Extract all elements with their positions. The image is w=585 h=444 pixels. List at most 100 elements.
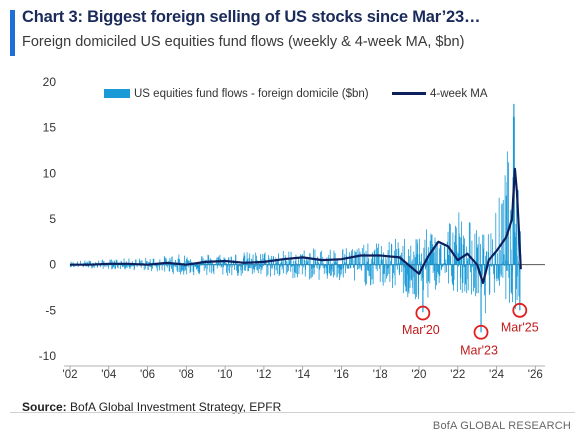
weekly-flow-bar [363, 264, 365, 266]
weekly-flow-bar [156, 264, 158, 272]
weekly-flow-bar [476, 264, 478, 294]
weekly-flow-bar [496, 264, 498, 282]
weekly-flow-bar [135, 259, 137, 265]
weekly-flow-bar [296, 263, 298, 265]
weekly-flow-bar [508, 264, 510, 278]
source-label: Source: [22, 400, 67, 414]
weekly-flow-bar [439, 264, 441, 276]
weekly-flow-bar [458, 264, 459, 267]
weekly-flow-bar [418, 264, 420, 266]
weekly-flow-bar [490, 264, 491, 266]
weekly-flow-bar [359, 264, 361, 269]
weekly-flow-bar [84, 260, 86, 265]
weekly-flow-bar [451, 264, 452, 276]
weekly-flow-bar [123, 258, 125, 265]
weekly-flow-bar [177, 258, 179, 265]
weekly-flow-bar [320, 263, 322, 265]
weekly-flow-bar [505, 260, 506, 265]
weekly-flow-bar [452, 264, 453, 285]
weekly-flow-bar [502, 264, 504, 278]
annotation-circle [473, 324, 489, 340]
weekly-flow-bar [222, 264, 224, 275]
weekly-flow-bar [453, 242, 455, 265]
footer-divider [10, 412, 575, 413]
weekly-flow-bar [74, 264, 76, 268]
weekly-flow-bar [448, 254, 450, 265]
weekly-flow-bar [389, 264, 391, 266]
weekly-flow-bar [183, 264, 185, 275]
weekly-flow-bar [322, 264, 324, 269]
ma-line [70, 167, 522, 284]
weekly-flow-bar [263, 264, 265, 265]
x-tick-label: '24 [489, 369, 505, 381]
weekly-flow-bar [305, 264, 307, 271]
weekly-flow-bar [307, 259, 309, 265]
weekly-flow-bar [153, 258, 155, 265]
weekly-flow-bar [434, 237, 436, 265]
weekly-flow-bar [256, 264, 258, 270]
weekly-flow-bar [151, 264, 153, 269]
y-tick-label: 10 [43, 166, 57, 180]
weekly-flow-bar [494, 264, 496, 279]
weekly-flow-bar [72, 262, 74, 265]
weekly-flow-bar [114, 260, 116, 265]
weekly-flow-bar [503, 254, 505, 265]
weekly-flow-bar [214, 264, 216, 266]
weekly-flow-bar [434, 264, 436, 281]
weekly-flow-bar [437, 264, 439, 275]
weekly-flow-bar [508, 162, 509, 265]
x-tick-label: '18 [373, 369, 388, 381]
weekly-flow-bar [499, 264, 500, 286]
weekly-flow-bar [116, 264, 118, 266]
weekly-flow-bar [268, 264, 270, 266]
weekly-flow-bar [226, 264, 228, 265]
weekly-flow-bar [279, 264, 281, 267]
weekly-flow-bar [446, 264, 448, 266]
weekly-flow-bar [379, 264, 381, 282]
x-tick-label: '22 [450, 369, 465, 381]
weekly-flow-bar [305, 258, 307, 265]
weekly-flow-bar [333, 250, 335, 265]
weekly-flow-bar [165, 258, 167, 265]
weekly-flow-bar [403, 260, 405, 265]
weekly-flow-bar [479, 264, 481, 274]
weekly-flow-bar [406, 264, 408, 292]
weekly-flow-bar [221, 261, 223, 265]
weekly-flow-bar [106, 264, 108, 266]
weekly-flow-bar [189, 264, 191, 274]
weekly-flow-bar [116, 264, 118, 268]
weekly-flow-bar [431, 264, 433, 266]
source-text: BofA Global Investment Strategy, EPFR [70, 400, 282, 414]
weekly-flow-bar [444, 264, 446, 273]
weekly-flow-bar [140, 264, 142, 268]
weekly-flow-bar [408, 249, 409, 265]
weekly-flow-bar [368, 258, 370, 265]
weekly-flow-bar [245, 264, 247, 271]
weekly-flow-bar [370, 258, 372, 265]
weekly-flow-bar [432, 264, 434, 273]
weekly-flow-bar [409, 264, 411, 288]
weekly-flow-bar [518, 264, 520, 297]
weekly-flow-bar [340, 264, 342, 270]
weekly-flow-bar [125, 264, 127, 268]
weekly-flow-bar [443, 264, 444, 266]
weekly-flow-bar [314, 249, 316, 265]
weekly-flow-bar [204, 264, 205, 266]
weekly-flow-bar [159, 264, 160, 271]
weekly-flow-bar [387, 250, 389, 265]
weekly-flow-bar [292, 264, 294, 279]
weekly-flow-bar [477, 264, 479, 294]
weekly-flow-bar [418, 238, 420, 265]
weekly-flow-bar [401, 264, 403, 273]
weekly-flow-bar [327, 264, 329, 266]
weekly-flow-bar [343, 264, 345, 268]
weekly-flow-bar [354, 264, 355, 281]
weekly-flow-bar [197, 264, 199, 272]
weekly-flow-bar [223, 264, 225, 268]
annotation-label: Mar'25 [501, 320, 539, 334]
weekly-flow-bar [414, 264, 415, 295]
weekly-flow-bar [412, 264, 414, 278]
legend-swatch-ma [392, 92, 426, 95]
weekly-flow-bar [472, 260, 474, 265]
weekly-flow-bar [256, 255, 257, 265]
